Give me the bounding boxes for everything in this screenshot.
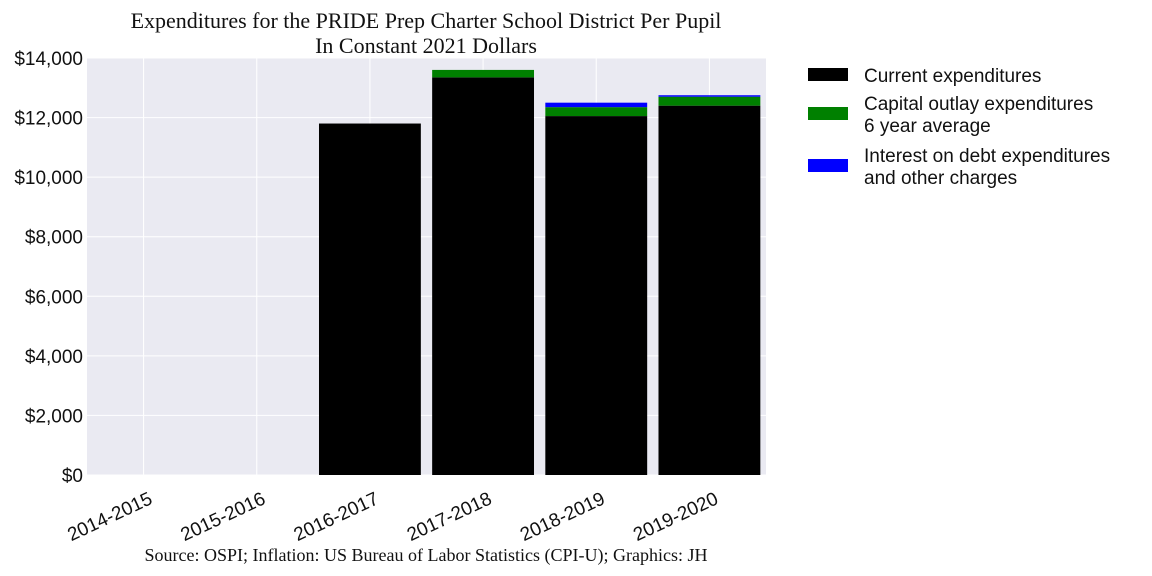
legend-entry: Capital outlay expenditures 6 year averag… [864, 94, 1093, 137]
plot-area [87, 58, 766, 475]
chart-subtitle: In Constant 2021 Dollars [315, 33, 537, 58]
legend: Current expenditures Capital outlay expen… [808, 66, 1110, 189]
bar-segment [658, 95, 761, 97]
bar-segment [432, 77, 535, 475]
bars [318, 69, 761, 476]
x-tick-label: 2016-2017 [291, 488, 382, 545]
chart-title: Expenditures for the PRIDE Prep Charter … [131, 8, 722, 33]
legend-entry: Current expenditures [864, 66, 1041, 87]
bar-segment [545, 107, 648, 117]
x-tick-label: 2019-2020 [630, 488, 721, 545]
y-tick-label: $10,000 [14, 168, 83, 189]
x-tick-label: 2018-2019 [517, 488, 608, 545]
bar-segment [545, 116, 648, 475]
bar-segment [432, 69, 535, 78]
y-tick-label: $0 [62, 466, 83, 487]
legend-swatch [808, 68, 848, 81]
legend-swatch [808, 159, 848, 172]
x-axis: 2014-2015 2015-2016 2016-2017 2017-2018 2018… [64, 488, 721, 545]
y-tick-label: $2,000 [25, 406, 83, 427]
bar-segment [318, 123, 421, 476]
legend-swatch [808, 107, 848, 120]
y-tick-label: $8,000 [25, 228, 83, 249]
bar-segment [545, 102, 648, 108]
y-tick-label: $12,000 [14, 109, 83, 130]
bar-segment [658, 105, 761, 476]
y-tick-label: $6,000 [25, 287, 83, 308]
bar-segment [658, 96, 761, 106]
y-tick-label: $4,000 [25, 347, 83, 368]
y-tick-label: $14,000 [14, 49, 83, 70]
source-note: Source: OSPI; Inflation: US Bureau of La… [145, 545, 708, 566]
x-tick-label: 2015-2016 [178, 488, 269, 545]
y-axis: $0 $2,000 $4,000 $6,000 $8,000 $10,000 $12,000… [14, 49, 83, 487]
legend-entry: Interest on debt expenditures and other c… [864, 146, 1110, 189]
x-tick-label: 2014-2015 [64, 488, 155, 545]
x-tick-label: 2017-2018 [404, 488, 495, 545]
